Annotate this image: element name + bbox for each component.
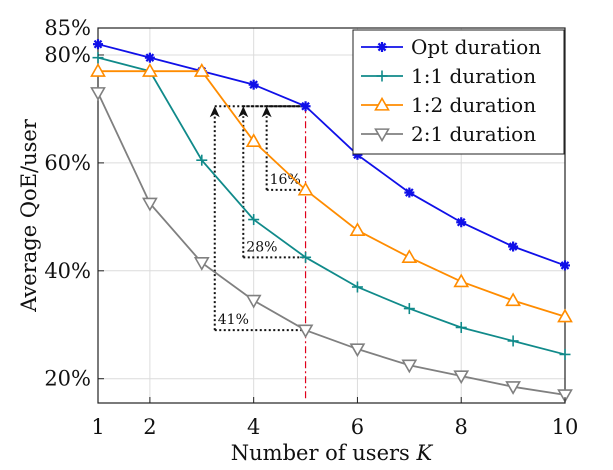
data-point xyxy=(401,249,418,263)
y-tick-label: 20% xyxy=(44,367,91,391)
annotation-layer: 16% 28% 41% xyxy=(209,105,307,401)
x-axis-label: Number of users K xyxy=(231,441,434,465)
x-tick-label: 4 xyxy=(247,415,260,439)
legend-label: 2:1 duration xyxy=(411,122,536,146)
data-point xyxy=(144,52,155,63)
series-line xyxy=(98,70,566,318)
x-tick-label: 1 xyxy=(91,415,104,439)
plus-marker xyxy=(376,70,388,82)
data-point xyxy=(93,39,103,50)
annotation-label: 41% xyxy=(218,312,249,328)
data-point xyxy=(505,381,521,395)
data-point xyxy=(560,260,570,271)
annotation-arrowhead xyxy=(209,106,220,118)
series-layer xyxy=(90,39,573,404)
star-core xyxy=(458,219,464,225)
tick-layer: 1 2 4 6 8 10 20% 40% 60% 80% 85% xyxy=(44,16,578,439)
data-point xyxy=(300,101,311,112)
y-tick-label: 85% xyxy=(44,16,91,40)
triangle-up-marker xyxy=(374,96,390,111)
data-point xyxy=(142,63,158,77)
y-axis-label: Average QoE/user xyxy=(17,118,41,313)
legend-item: Opt duration xyxy=(361,35,541,59)
data-point xyxy=(193,257,210,271)
data-point xyxy=(92,52,104,64)
data-point xyxy=(297,324,314,339)
annotation-label: 16% xyxy=(270,172,301,188)
data-point xyxy=(90,87,106,101)
data-point xyxy=(248,214,260,226)
star-core xyxy=(147,55,153,61)
annotation-arrowhead xyxy=(238,106,249,118)
data-point xyxy=(401,359,418,374)
series-3 xyxy=(90,63,573,323)
data-point xyxy=(507,335,519,347)
legend-item: 1:2 duration xyxy=(361,93,536,117)
triangle-down-marker xyxy=(374,128,390,143)
legend-item: 1:1 duration xyxy=(361,64,536,88)
annotation-label: 28% xyxy=(246,239,277,255)
data-point xyxy=(196,154,208,166)
x-tick-label: 10 xyxy=(552,415,579,439)
series-4 xyxy=(90,87,573,404)
series-line xyxy=(97,43,566,267)
data-point xyxy=(349,343,366,358)
legend: Opt duration 1:1 duration 1:2 duration 2:1 … xyxy=(352,29,565,155)
data-point xyxy=(142,197,158,212)
series-line xyxy=(97,56,566,356)
data-point xyxy=(90,63,106,77)
legend-item: 2:1 duration xyxy=(361,122,536,146)
data-point xyxy=(453,370,470,385)
data-point xyxy=(297,181,314,196)
plot-frame xyxy=(97,27,566,404)
data-point xyxy=(559,348,571,360)
data-point xyxy=(300,251,312,263)
star-core xyxy=(510,244,516,250)
star-core xyxy=(251,82,257,88)
data-point xyxy=(505,292,521,307)
series-line xyxy=(97,92,566,396)
annotation-arrowhead xyxy=(261,106,272,118)
x-tick-label: 2 xyxy=(143,415,156,439)
y-tick-label: 60% xyxy=(44,151,91,175)
data-point xyxy=(557,389,573,404)
data-point xyxy=(455,321,467,333)
data-point xyxy=(403,303,415,315)
star-core xyxy=(303,103,309,109)
annotation-1: 16% xyxy=(261,105,306,191)
annotation-2: 28% xyxy=(238,105,306,259)
star-core xyxy=(562,262,568,268)
data-point xyxy=(248,79,259,90)
star-core xyxy=(406,190,412,196)
legend-label: Opt duration xyxy=(411,35,541,59)
data-point xyxy=(404,187,415,198)
data-point xyxy=(245,294,262,309)
x-tick-label: 8 xyxy=(455,415,468,439)
data-point xyxy=(245,133,262,147)
y-tick-label: 40% xyxy=(44,259,91,283)
annotation-3: 41% xyxy=(209,105,306,332)
star-core xyxy=(95,41,101,47)
star-marker xyxy=(377,42,387,52)
data-point xyxy=(351,281,363,293)
data-point xyxy=(349,222,366,237)
legend-label: 1:1 duration xyxy=(411,64,536,88)
data-point xyxy=(456,217,467,228)
data-point xyxy=(193,63,210,77)
data-point xyxy=(557,308,573,323)
data-point xyxy=(508,241,519,252)
y-tick-label: 80% xyxy=(44,43,91,67)
data-point xyxy=(453,273,470,288)
legend-label: 1:2 duration xyxy=(411,93,536,117)
x-tick-label: 6 xyxy=(351,415,364,439)
star-core xyxy=(379,44,385,50)
